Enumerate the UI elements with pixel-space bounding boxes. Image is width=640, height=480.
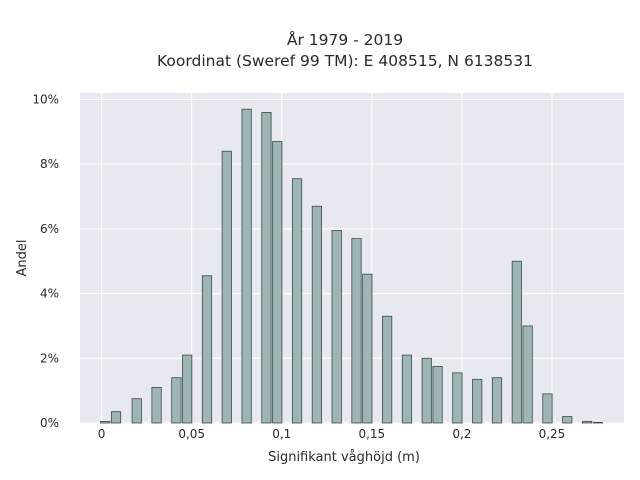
histogram-bar: [362, 273, 373, 424]
y-tick-label: 10%: [32, 92, 59, 106]
histogram-bar: [401, 354, 413, 424]
histogram-bar: [382, 315, 393, 424]
histogram-bar: [542, 393, 553, 424]
histogram-bar: [472, 378, 483, 424]
histogram-bar: [131, 398, 142, 424]
x-tick-labels: 0 0,05 0,1 0,15 0,2 0,25: [98, 427, 566, 441]
y-tick-label: 8%: [40, 157, 59, 171]
histogram-bar: [421, 357, 432, 424]
histogram-bar: [522, 325, 533, 424]
x-tick-label: 0,2: [452, 427, 471, 441]
x-tick-label: 0: [98, 427, 106, 441]
y-tick-labels: 0% 2% 4% 6% 8% 10%: [32, 92, 59, 430]
histogram-bar: [452, 372, 463, 424]
histogram-bar: [331, 230, 342, 424]
histogram-bar: [100, 420, 111, 424]
x-tick-label: 0,15: [358, 427, 385, 441]
histogram-bar: [592, 421, 603, 424]
histogram-bar: [491, 377, 503, 424]
y-tick-label: 6%: [40, 222, 59, 236]
histogram-bar: [351, 238, 362, 424]
x-tick-label: 0,1: [272, 427, 291, 441]
y-axis-label: Andel: [15, 240, 30, 277]
histogram-bar: [311, 205, 322, 424]
histogram-bar: [221, 150, 232, 424]
histogram-bar: [291, 178, 303, 424]
chart-title-line2: Koordinat (Sweref 99 TM): E 408515, N 61…: [157, 52, 533, 70]
histogram-bar: [201, 275, 213, 424]
y-tick-label: 0%: [40, 416, 59, 430]
chart-title-line1: År 1979 - 2019: [287, 30, 403, 49]
histogram-bar: [511, 260, 522, 424]
histogram-bar: [110, 411, 122, 424]
histogram-bar: [432, 365, 443, 424]
histogram-bar: [182, 354, 193, 424]
histogram-bar: [562, 416, 573, 424]
x-axis-label: Signifikant våghöjd (m): [268, 450, 420, 465]
histogram-bar: [171, 377, 182, 424]
bars-group: [100, 108, 603, 424]
y-tick-label: 4%: [40, 287, 59, 301]
histogram-bar: [581, 420, 593, 424]
x-tick-label: 0,25: [539, 427, 566, 441]
x-tick-label: 0,05: [178, 427, 205, 441]
histogram-bar: [241, 108, 252, 424]
histogram-bar: [261, 112, 272, 424]
histogram-bar: [151, 387, 162, 424]
histogram-bar: [272, 141, 283, 424]
y-tick-label: 2%: [40, 351, 59, 365]
